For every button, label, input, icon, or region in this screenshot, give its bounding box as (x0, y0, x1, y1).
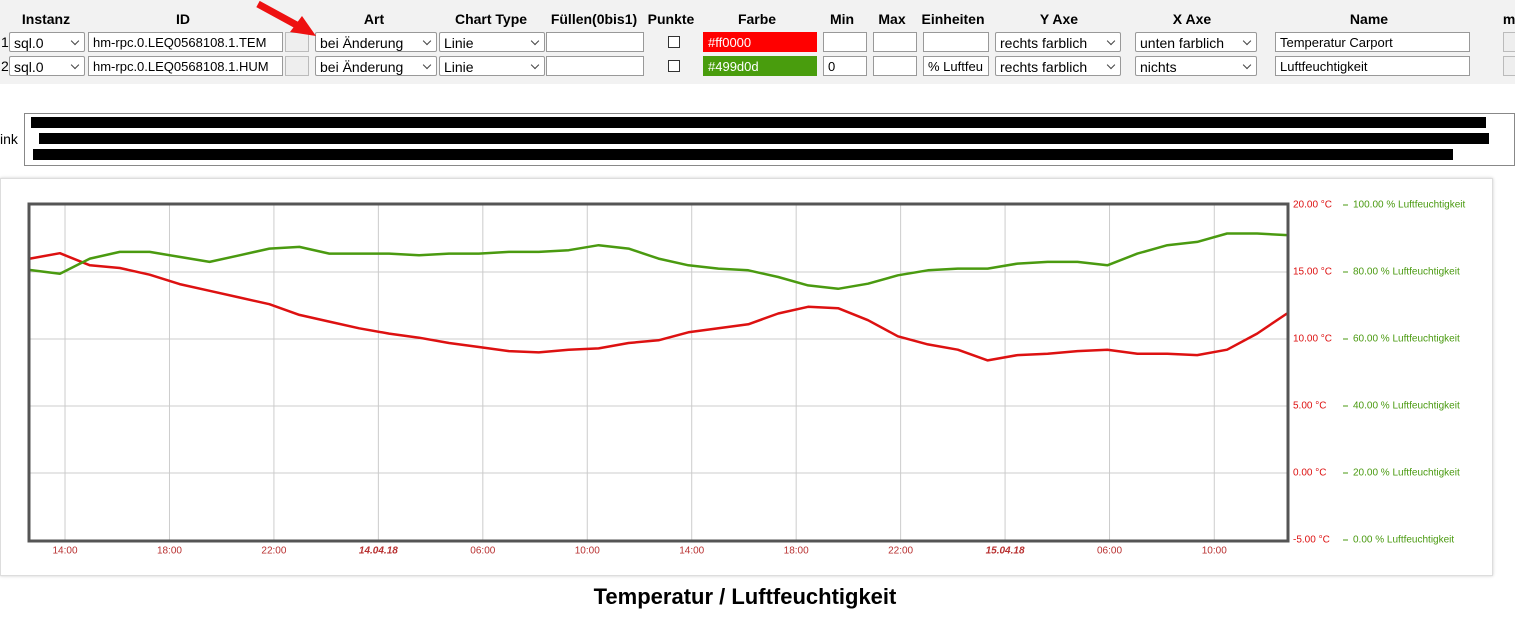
x-tick-label: 10:00 (575, 546, 600, 557)
select[interactable]: bei Änderung (315, 32, 437, 52)
redacted (31, 117, 1486, 128)
y-tick-label: 5.00 °C (1293, 401, 1326, 412)
link-label: ink (0, 131, 18, 147)
button[interactable] (1503, 56, 1515, 76)
column-header: ID (176, 11, 190, 27)
input[interactable] (546, 32, 644, 52)
column-header: Farbe (737, 11, 777, 27)
y-tick-label: -5.00 °C (1293, 535, 1330, 546)
column-header: Chart Type (454, 11, 528, 27)
input[interactable] (546, 56, 644, 76)
plot-frame (27, 202, 1290, 543)
select[interactable]: rechts farblich (995, 32, 1121, 52)
input[interactable]: hm-rpc.0.LEQ0568108.1.TEM (88, 32, 283, 52)
column-header: Punkte (647, 11, 695, 27)
x-tick-label: 10:00 (1202, 546, 1227, 557)
input[interactable] (823, 32, 867, 52)
input[interactable] (873, 56, 917, 76)
x-tick-label: 14.04.18 (359, 546, 398, 557)
select[interactable]: rechts farblich (995, 56, 1121, 76)
y2-tick-label: 20.00 % Luftfeuchtigkeit (1353, 468, 1460, 479)
y-tick-label: 15.00 °C (1293, 267, 1332, 278)
input[interactable]: Temperatur Carport (1275, 32, 1470, 52)
input[interactable]: Luftfeuchtigkeit (1275, 56, 1470, 76)
data-line (29, 232, 1288, 291)
x-tick-label: 14:00 (679, 546, 704, 557)
checkbox[interactable] (668, 36, 680, 48)
y-tick-label: 20.00 °C (1293, 200, 1332, 211)
input[interactable]: 0 (823, 56, 867, 76)
x-tick-label: 22:00 (261, 546, 286, 557)
column-header: Name (1349, 11, 1389, 27)
x-tick-label: 06:00 (470, 546, 495, 557)
select[interactable]: sql.0 (9, 32, 85, 52)
column-header: Min (829, 11, 855, 27)
checkbox[interactable] (668, 60, 680, 72)
column-header: me (1502, 11, 1515, 27)
x-tick-label: 15.04.18 (986, 546, 1025, 557)
x-tick-label: 18:00 (157, 546, 182, 557)
select[interactable]: nichts (1135, 56, 1257, 76)
select[interactable]: Linie (439, 32, 545, 52)
button[interactable] (285, 56, 309, 76)
chart-title: Temperatur / Luftfeuchtigkeit (594, 584, 897, 609)
y2-tick-label: 100.00 % Luftfeuchtigkeit (1353, 200, 1466, 211)
row-number: 2 (1, 58, 9, 74)
y-tick-label: 0.00 °C (1293, 468, 1326, 479)
data-line (29, 251, 1288, 362)
input[interactable]: hm-rpc.0.LEQ0568108.1.HUM (88, 56, 283, 76)
column-header: X Axe (1172, 11, 1212, 27)
column-header: Füllen(0bis1) (550, 11, 638, 27)
column-header: Instanz (21, 11, 71, 27)
input[interactable]: % Luftfeu (923, 56, 989, 76)
column-header: Y Axe (1039, 11, 1079, 27)
select[interactable]: unten farblich (1135, 32, 1257, 52)
column-header: Art (363, 11, 385, 27)
select[interactable]: sql.0 (9, 56, 85, 76)
x-tick-label: 18:00 (784, 546, 809, 557)
button[interactable] (1503, 32, 1515, 52)
redacted (39, 133, 1489, 144)
y-tick-label: 10.00 °C (1293, 334, 1332, 345)
x-tick-label: 14:00 (53, 546, 78, 557)
x-tick-label: 22:00 (888, 546, 913, 557)
y2-tick-label: 80.00 % Luftfeuchtigkeit (1353, 267, 1460, 278)
column-header: Einheiten (921, 11, 985, 27)
input[interactable]: #499d0d (703, 56, 817, 76)
input[interactable]: #ff0000 (703, 32, 817, 52)
red-arrow (256, 0, 316, 36)
input[interactable] (873, 32, 917, 52)
select[interactable]: bei Änderung (315, 56, 437, 76)
chart-container (0, 178, 1493, 576)
row-number: 1 (1, 34, 9, 50)
column-header: Max (878, 11, 906, 27)
y2-tick-label: 40.00 % Luftfeuchtigkeit (1353, 401, 1460, 412)
y2-tick-label: 60.00 % Luftfeuchtigkeit (1353, 334, 1460, 345)
input[interactable] (923, 32, 989, 52)
link-field[interactable] (24, 113, 1515, 166)
y2-tick-label: 0.00 % Luftfeuchtigkeit (1353, 535, 1454, 546)
config-table: Instanz ID Art Chart Type Füllen(0bis1) Punkt… (0, 0, 1515, 84)
redacted (33, 149, 1453, 160)
select[interactable]: Linie (439, 56, 545, 76)
x-tick-label: 06:00 (1097, 546, 1122, 557)
